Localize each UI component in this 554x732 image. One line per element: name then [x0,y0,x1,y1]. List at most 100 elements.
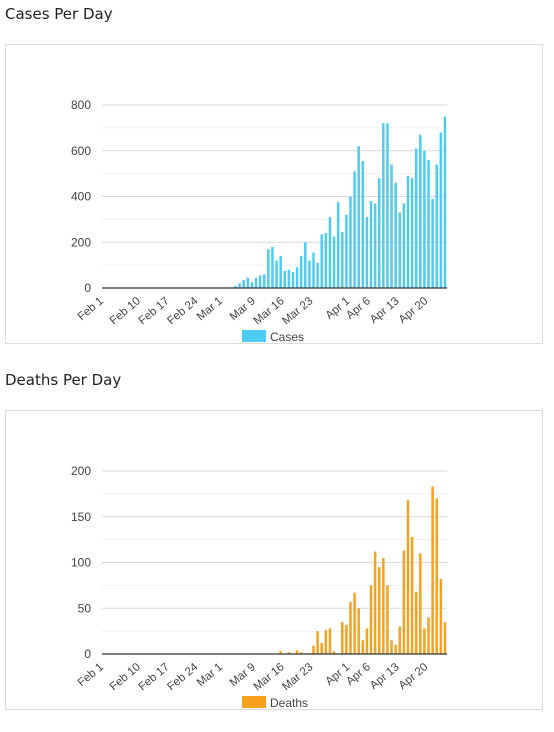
bar [390,640,393,654]
x-tick-label: Apr 20 [397,295,431,326]
x-tick-label: Feb 17 [137,661,172,693]
y-tick-label: 50 [78,601,92,615]
bar [341,621,344,654]
bar [378,567,381,654]
bar [423,628,426,654]
bar [304,242,307,288]
bar [234,285,237,288]
bar [390,164,393,288]
y-tick-label: 150 [71,510,91,524]
bar [332,651,336,654]
bar [419,134,422,288]
bar [263,274,266,288]
bar [443,116,447,288]
bar [353,171,356,288]
bar [275,260,278,288]
bar [386,585,389,654]
bar [271,246,274,288]
deaths-chart-card: 0 50 100 150 200 Feb 1 Feb 10 Feb 17 Feb 24 Mar 1… [5,410,543,710]
bar [353,592,356,654]
bar [365,217,369,288]
x-tick-label: Feb 1 [76,661,106,689]
bar [336,202,340,288]
bar [414,591,418,654]
x-tick-label: Feb 24 [165,661,201,694]
y-tick-label: 400 [71,190,91,204]
bar [398,626,401,654]
bar [439,578,443,654]
bar [382,123,385,288]
cases-chart-title: Cases Per Day [5,5,113,23]
x-tick-label: Feb 17 [137,295,172,327]
bar [246,277,250,288]
bar [406,500,410,654]
bar [279,255,282,288]
bar [320,234,323,288]
bar [398,212,401,288]
bar [312,645,315,654]
bar [279,651,282,654]
x-tick-label: Apr 13 [368,295,402,326]
bar [394,182,397,288]
bar [254,277,258,288]
x-tick-label: Mar 23 [280,295,315,327]
bar [250,282,254,288]
bar [361,161,365,288]
y-tick-label: 200 [71,464,91,478]
bar [324,233,328,288]
legend-label: Cases [270,330,304,343]
bar [386,123,389,288]
bar [295,650,299,654]
bar [402,203,406,288]
bar [439,132,443,288]
legend-swatch [242,330,266,342]
bar [402,550,406,654]
bar [349,601,352,654]
bar [423,150,426,288]
bar [427,617,430,654]
bar [341,231,344,288]
cases-chart-card: 0 200 400 600 800 Feb 1 Feb 10 Feb 17 Feb 24 Mar … [5,44,543,344]
bar [373,551,377,654]
bar [332,236,336,288]
bar [435,498,438,654]
bar [324,630,328,654]
bar [287,652,291,654]
x-tick-label: Mar 1 [195,295,225,323]
bar [435,164,438,288]
y-tick-label: 600 [71,144,91,158]
x-tick-label: Feb 1 [76,295,106,323]
y-tick-label: 200 [71,235,91,249]
bar [312,252,315,288]
y-tick-label: 0 [84,647,91,661]
bar [410,178,414,288]
x-tick-label: Apr 13 [368,661,402,692]
bar [443,621,447,654]
legend-label: Deaths [270,696,308,709]
bar [291,271,295,288]
bar [238,283,241,288]
bar [382,557,385,654]
bar [299,652,303,654]
bar [345,624,348,654]
x-tick-label: Mar 16 [252,661,287,693]
x-tick-label: Feb 24 [165,295,201,328]
y-tick-label: 100 [71,556,91,570]
bar [378,178,381,288]
bar [357,608,360,654]
bar [369,585,373,654]
bar [406,175,410,288]
bar [365,628,369,654]
bar [316,631,319,654]
bar [258,275,262,288]
bar [283,270,286,288]
bar [414,148,418,288]
bar [410,536,414,654]
bar [320,643,323,654]
bar [295,267,299,288]
x-tick-label: Mar 23 [280,661,315,693]
bar [316,262,319,288]
bar [345,214,348,288]
bar [287,269,291,288]
